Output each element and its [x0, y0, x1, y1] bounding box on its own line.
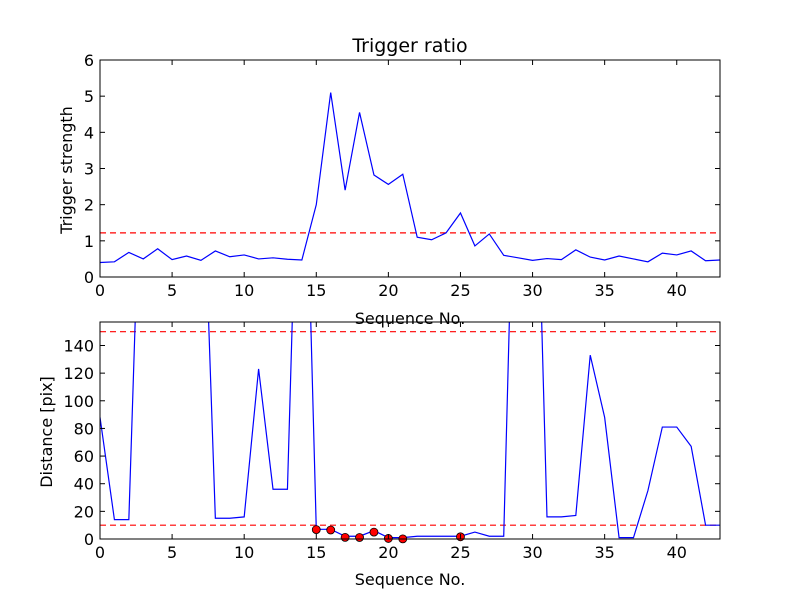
- y-tick-label: 6: [84, 51, 94, 70]
- plot-area-bottom: 0 5 10 15 20 25 30 35 40 0 20 40 60 80 100 120 140: [63, 321, 721, 562]
- plot-content: [100, 322, 720, 539]
- x-tick-label: 40: [667, 281, 687, 300]
- x-tick-label: 20: [378, 543, 398, 562]
- y-tick-label: 2: [84, 196, 94, 215]
- y-tick-label: 0: [84, 530, 94, 549]
- y-tick-label: 4: [84, 123, 94, 142]
- x-tick-label: 25: [450, 281, 470, 300]
- data-point-marker: [311, 525, 321, 535]
- data-point-marker: [355, 533, 364, 542]
- y-tick-label: 1: [84, 232, 94, 251]
- y-tick-label: 5: [84, 87, 94, 106]
- data-point-marker: [326, 525, 336, 535]
- y-tick-label: 3: [84, 160, 94, 179]
- y-tick-label: 60: [74, 447, 94, 466]
- y-axis-label: Trigger strength: [57, 106, 76, 235]
- x-tick-label: 25: [450, 543, 470, 562]
- plot-area-top: 0 5 10 15 20 25 30 35 40 0 1 2 3 4 5 6: [84, 51, 721, 300]
- x-tick-label: 15: [306, 281, 326, 300]
- x-tick-label: 30: [522, 543, 542, 562]
- data-point-marker: [369, 527, 379, 537]
- y-tick-label: 40: [74, 475, 94, 494]
- series-line: [100, 322, 720, 539]
- chart-trigger-ratio: Trigger ratio Trigger strength Sequence …: [57, 35, 721, 328]
- x-tick-label: 0: [95, 281, 105, 300]
- axes-frame: [99, 321, 721, 540]
- x-tick-label: 10: [234, 281, 254, 300]
- series-line: [100, 92, 720, 264]
- data-point-marker: [340, 532, 350, 542]
- x-tick-label: 10: [234, 543, 254, 562]
- x-tick-label: 5: [167, 543, 177, 562]
- chart-distance: Distance [pix] Sequence No. 0 5 10 15 20 25 30…: [37, 321, 721, 589]
- y-tick-label: 100: [63, 392, 94, 411]
- x-tick-label: 15: [306, 543, 326, 562]
- x-tick-label: 5: [167, 281, 177, 300]
- y-tick-label: 20: [74, 502, 94, 521]
- x-tick-label: 35: [594, 281, 614, 300]
- chart-title: Trigger ratio: [351, 35, 467, 57]
- x-tick-label: 40: [667, 543, 687, 562]
- x-tick-label: 35: [594, 543, 614, 562]
- plot-content: [100, 92, 720, 264]
- x-axis-label: Sequence No.: [355, 570, 466, 589]
- x-axis-label: Sequence No.: [355, 309, 466, 328]
- x-tick-label: 0: [95, 543, 105, 562]
- y-axis-label: Distance [pix]: [37, 376, 56, 488]
- y-tick-label: 0: [84, 268, 94, 287]
- x-tick-label: 20: [378, 281, 398, 300]
- y-tick-label: 80: [74, 419, 94, 438]
- x-tick-label: 30: [522, 281, 542, 300]
- y-tick-label: 140: [63, 336, 94, 355]
- y-tick-label: 120: [63, 364, 94, 383]
